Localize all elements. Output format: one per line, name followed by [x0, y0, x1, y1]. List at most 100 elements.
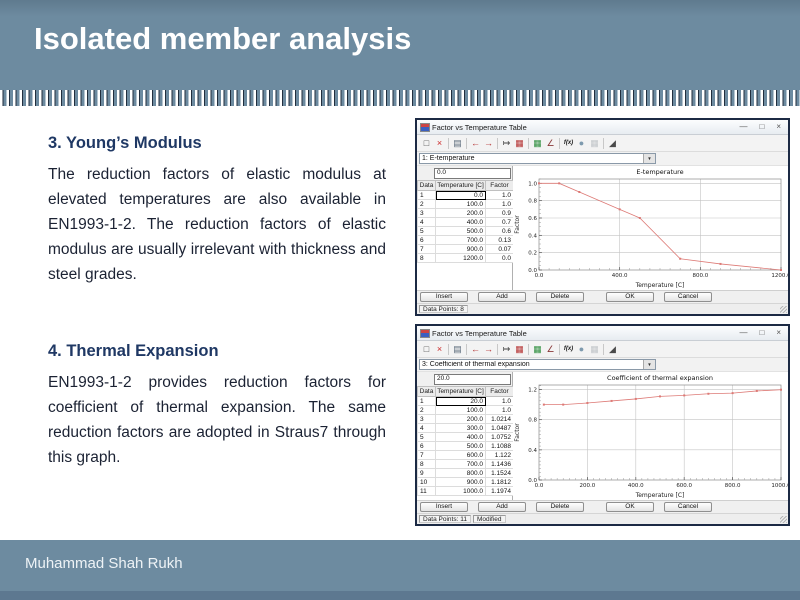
- grid-cell[interactable]: 0.07: [485, 244, 514, 254]
- ok-button[interactable]: OK: [606, 502, 654, 512]
- clear-table-icon[interactable]: ▦: [515, 343, 524, 354]
- grid-cell[interactable]: 600.0: [435, 450, 486, 460]
- axis-scale-icon[interactable]: ∠: [546, 137, 555, 148]
- dialog-title-bar[interactable]: Factor vs Temperature Table — □ ×: [417, 326, 788, 341]
- grid-cell[interactable]: 0.9: [485, 208, 514, 218]
- cell-edit-field[interactable]: 20.0: [434, 374, 511, 385]
- grid-cell[interactable]: 0.0: [435, 190, 486, 200]
- delete-table-icon[interactable]: ×: [436, 343, 443, 354]
- grid-cell[interactable]: 700.0: [435, 235, 486, 245]
- close-button[interactable]: ×: [776, 328, 781, 337]
- plot-options-icon[interactable]: ▦: [590, 343, 599, 354]
- grid-cell[interactable]: 10: [417, 477, 436, 487]
- grid-cell[interactable]: 1: [417, 190, 436, 200]
- grid-cell[interactable]: 900.0: [435, 244, 486, 254]
- grid-cell[interactable]: 3: [417, 208, 436, 218]
- grid-cell[interactable]: 7: [417, 450, 436, 460]
- grid-cell[interactable]: 1: [417, 396, 436, 406]
- grid-cell[interactable]: 200.0: [435, 208, 486, 218]
- cancel-button[interactable]: Cancel: [664, 292, 712, 302]
- grid-cell[interactable]: 3: [417, 414, 436, 424]
- grid-cell[interactable]: 300.0: [435, 423, 486, 433]
- grid-cell[interactable]: 0.7: [485, 217, 514, 227]
- copy-icon[interactable]: ▤: [453, 343, 462, 354]
- tools-icon[interactable]: ◢: [609, 137, 616, 148]
- import-icon[interactable]: ←: [471, 137, 480, 148]
- append-row-icon[interactable]: ↦: [502, 137, 511, 148]
- grid-header-cell[interactable]: Factor: [485, 180, 514, 191]
- globe-icon[interactable]: ●: [578, 137, 585, 148]
- dialog-title-bar[interactable]: Factor vs Temperature Table — □ ×: [417, 120, 788, 135]
- clear-table-icon[interactable]: ▦: [515, 137, 524, 148]
- grid-cell[interactable]: 500.0: [435, 441, 486, 451]
- grid-cell[interactable]: 1.1812: [485, 477, 514, 487]
- grid-cell[interactable]: 1.0487: [485, 423, 514, 433]
- grid-cell[interactable]: 1.0: [485, 199, 514, 209]
- resize-grip[interactable]: [780, 306, 787, 313]
- grid-cell[interactable]: 1.0: [485, 396, 514, 406]
- grid-cell[interactable]: 4: [417, 217, 436, 227]
- grid-cell[interactable]: 1.0: [485, 190, 514, 200]
- grid-cell[interactable]: 20.0: [435, 396, 486, 406]
- plot-options-icon[interactable]: ▦: [590, 137, 599, 148]
- grid-cell[interactable]: 8: [417, 459, 436, 469]
- grid-cell[interactable]: 100.0: [435, 199, 486, 209]
- grid-cell[interactable]: 1.0752: [485, 432, 514, 442]
- ok-button[interactable]: OK: [606, 292, 654, 302]
- append-row-icon[interactable]: ↦: [502, 343, 511, 354]
- export-icon[interactable]: →: [484, 343, 493, 354]
- grid-cell[interactable]: 0.0: [485, 253, 514, 263]
- new-table-icon[interactable]: □: [423, 343, 430, 354]
- grid-cell[interactable]: 1.1974: [485, 486, 514, 496]
- grid-cell[interactable]: 5: [417, 226, 436, 236]
- insert-button[interactable]: Insert: [420, 502, 468, 512]
- add-button[interactable]: Add: [478, 292, 526, 302]
- grid-cell[interactable]: 11: [417, 486, 436, 496]
- grid-cell[interactable]: 1.122: [485, 450, 514, 460]
- export-icon[interactable]: →: [484, 137, 493, 148]
- chart-type-icon[interactable]: ▦: [533, 343, 542, 354]
- maximize-button[interactable]: □: [759, 122, 765, 131]
- grid-cell[interactable]: 1.1436: [485, 459, 514, 469]
- grid-cell[interactable]: 100.0: [435, 405, 486, 415]
- cancel-button[interactable]: Cancel: [664, 502, 712, 512]
- grid-cell[interactable]: 900.0: [435, 477, 486, 487]
- delete-button[interactable]: Delete: [536, 502, 584, 512]
- grid-cell[interactable]: 5: [417, 432, 436, 442]
- grid-cell[interactable]: 6: [417, 441, 436, 451]
- grid-cell[interactable]: 700.0: [435, 459, 486, 469]
- grid-cell[interactable]: 1200.0: [435, 253, 486, 263]
- grid-cell[interactable]: 7: [417, 244, 436, 254]
- delete-button[interactable]: Delete: [536, 292, 584, 302]
- grid-cell[interactable]: 400.0: [435, 217, 486, 227]
- grid-cell[interactable]: 400.0: [435, 432, 486, 442]
- grid-cell[interactable]: 1.1088: [485, 441, 514, 451]
- grid-cell[interactable]: 200.0: [435, 414, 486, 424]
- grid-cell[interactable]: 4: [417, 423, 436, 433]
- grid-header-cell[interactable]: Data: [417, 180, 436, 191]
- tools-icon[interactable]: ◢: [609, 343, 616, 354]
- grid-cell[interactable]: 8: [417, 253, 436, 263]
- grid-cell[interactable]: 2: [417, 199, 436, 209]
- grid-cell[interactable]: 1000.0: [435, 486, 486, 496]
- chevron-down-icon[interactable]: ▼: [643, 154, 655, 163]
- resize-grip[interactable]: [780, 516, 787, 523]
- grid-header-cell[interactable]: Temperature [C]: [435, 180, 486, 191]
- axis-scale-icon[interactable]: ∠: [546, 343, 555, 354]
- close-button[interactable]: ×: [776, 122, 781, 131]
- grid-header-cell[interactable]: Factor: [485, 386, 514, 397]
- globe-icon[interactable]: ●: [578, 343, 585, 354]
- new-table-icon[interactable]: □: [423, 137, 430, 148]
- chevron-down-icon[interactable]: ▼: [643, 360, 655, 369]
- minimize-button[interactable]: —: [739, 122, 748, 131]
- function-icon[interactable]: f(x): [563, 139, 574, 146]
- insert-button[interactable]: Insert: [420, 292, 468, 302]
- grid-cell[interactable]: 500.0: [435, 226, 486, 236]
- table-select-dropdown[interactable]: 1: E-temperature ▼: [419, 153, 656, 164]
- grid-cell[interactable]: 1.1524: [485, 468, 514, 478]
- minimize-button[interactable]: —: [739, 328, 748, 337]
- grid-cell[interactable]: 2: [417, 405, 436, 415]
- grid-cell[interactable]: 0.6: [485, 226, 514, 236]
- import-icon[interactable]: ←: [471, 343, 480, 354]
- table-select-dropdown[interactable]: 3: Coefficient of thermal expansion ▼: [419, 359, 656, 370]
